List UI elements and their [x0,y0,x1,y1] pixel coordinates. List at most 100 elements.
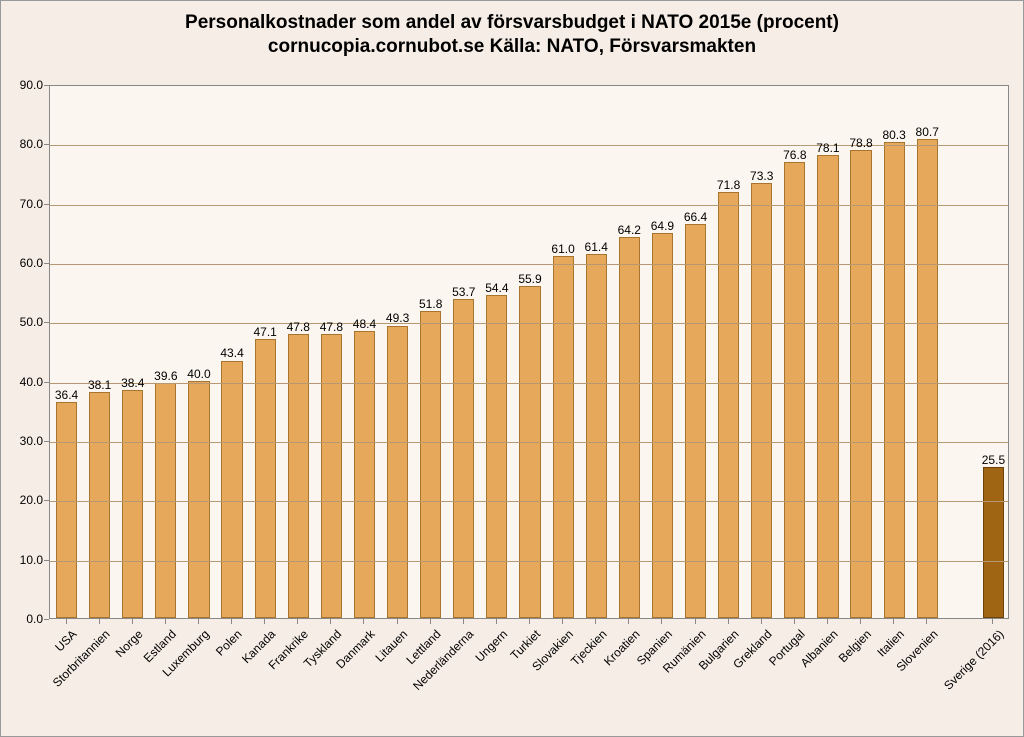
bar [519,286,540,618]
bar [354,331,375,618]
x-tick-label: Kroatien [601,627,643,669]
data-label: 76.8 [783,148,806,164]
x-tick-mark [430,619,431,624]
grid-line [50,323,1008,324]
bar [453,299,474,618]
data-label: 78.8 [849,136,872,152]
bar [850,150,871,618]
data-label: 61.0 [551,242,574,258]
x-tick-mark [992,619,993,624]
x-tick-mark [661,619,662,624]
x-tick-mark [562,619,563,624]
x-tick-mark [397,619,398,624]
y-tick-mark [44,500,49,501]
bar [288,334,309,618]
x-tick-mark [66,619,67,624]
data-label: 80.7 [916,125,939,141]
x-tick-mark [529,619,530,624]
data-label: 66.4 [684,210,707,226]
plot-area: 36.438.138.439.640.043.447.147.847.848.4… [49,85,1009,619]
grid-line [50,383,1008,384]
data-label: 80.3 [882,128,905,144]
bar [817,155,838,618]
data-label: 78.1 [816,141,839,157]
bar [685,224,706,618]
bar [586,254,607,618]
x-tick-mark [231,619,232,624]
y-tick-label: 20.0 [20,493,43,507]
x-tick-mark [595,619,596,624]
y-tick-label: 10.0 [20,553,43,567]
data-label: 36.4 [55,388,78,404]
data-label: 55.9 [518,272,541,288]
data-label: 73.3 [750,169,773,185]
x-tick-mark [496,619,497,624]
bar [321,334,342,618]
bar [420,311,441,618]
bar [122,390,143,618]
chart-title-line1: Personalkostnader som andel av försvarsb… [1,11,1023,35]
x-tick-label: Tjeckien [568,627,609,668]
grid-line [50,205,1008,206]
bar [751,183,772,618]
x-tick-label: USA [52,627,79,654]
y-tick-mark [44,619,49,620]
x-tick-mark [926,619,927,624]
data-label: 51.8 [419,297,442,313]
x-tick-label: Sverige (2016) [941,627,1007,693]
y-tick-label: 90.0 [20,78,43,92]
data-label: 64.9 [651,219,674,235]
y-tick-label: 30.0 [20,434,43,448]
x-tick-mark [695,619,696,624]
bar [221,361,242,619]
y-tick-mark [44,144,49,145]
y-tick-mark [44,322,49,323]
bar [188,381,209,618]
bar [983,467,1004,618]
x-tick-mark [761,619,762,624]
x-tick-label: Nederländerna [411,627,477,693]
data-label: 54.4 [485,281,508,297]
data-label: 47.8 [320,320,343,336]
x-tick-mark [628,619,629,624]
data-label: 48.4 [353,317,376,333]
x-tick-mark [330,619,331,624]
x-tick-mark [297,619,298,624]
plot-wrap: 36.438.138.439.640.043.447.147.847.848.4… [49,85,1009,619]
x-tick-mark [132,619,133,624]
y-tick-mark [44,85,49,86]
y-tick-label: 80.0 [20,137,43,151]
data-label: 38.1 [88,378,111,394]
y-tick-label: 50.0 [20,315,43,329]
data-label: 71.8 [717,178,740,194]
bar [89,392,110,618]
bar [553,256,574,618]
y-tick-mark [44,204,49,205]
y-tick-label: 0.0 [26,612,43,626]
data-label: 47.1 [253,325,276,341]
data-label: 47.8 [287,320,310,336]
x-tick-mark [794,619,795,624]
y-tick-label: 60.0 [20,256,43,270]
x-tick-mark [463,619,464,624]
data-label: 25.5 [982,453,1005,469]
bar [917,139,938,618]
bar [884,142,905,618]
x-tick-label: Belgien [836,627,874,665]
bar [784,162,805,618]
bars-layer [50,86,1008,618]
chart-title: Personalkostnader som andel av försvarsb… [1,1,1023,65]
data-label: 49.3 [386,311,409,327]
x-tick-mark [264,619,265,624]
data-label: 64.2 [618,223,641,239]
x-tick-mark [99,619,100,624]
chart-container: Personalkostnader som andel av försvarsb… [0,0,1024,737]
bar [718,192,739,618]
x-tick-mark [827,619,828,624]
y-tick-mark [44,382,49,383]
bar [486,295,507,618]
y-tick-label: 70.0 [20,197,43,211]
grid-line [50,561,1008,562]
data-label: 53.7 [452,285,475,301]
chart-title-line2: cornucopia.cornubot.se Källa: NATO, Förs… [1,35,1023,59]
